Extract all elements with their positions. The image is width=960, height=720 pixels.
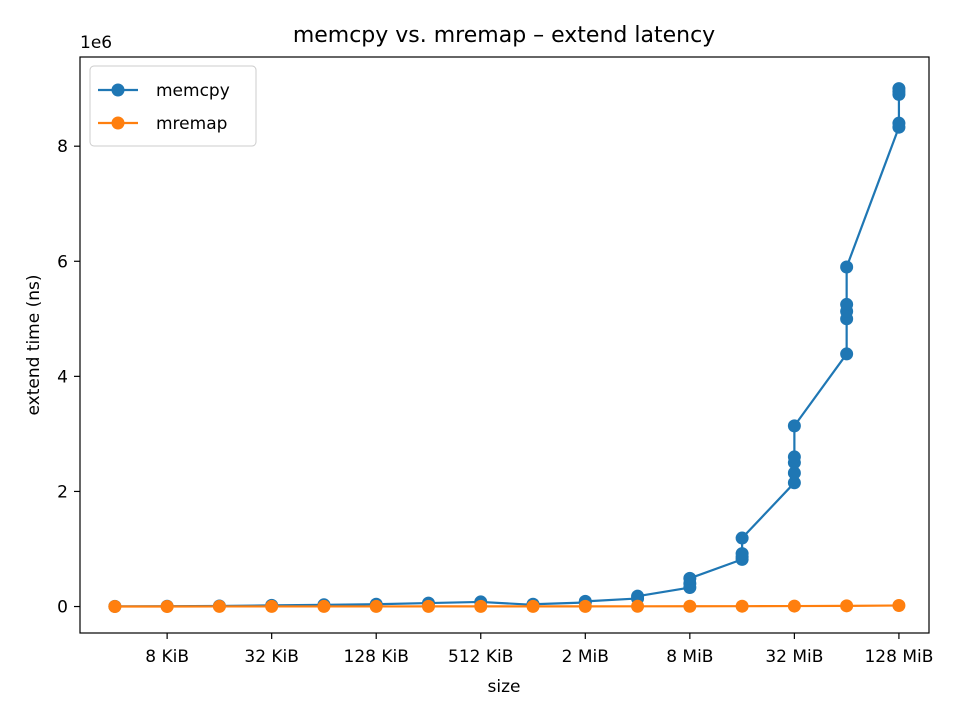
data-point-memcpy (892, 116, 906, 130)
x-tick-label: 8 KiB (145, 647, 189, 667)
y-tick-label: 0 (57, 598, 68, 618)
data-point-memcpy (787, 466, 801, 480)
x-axis: 8 KiB 32 KiB 128 KiB 512 KiB 2 MiB 8 MiB 32 Mi… (145, 633, 933, 667)
data-point-mremap (160, 599, 174, 613)
data-point-mremap (840, 599, 854, 613)
data-point-mremap (108, 599, 122, 613)
legend-label-memcpy: memcpy (156, 81, 230, 101)
data-point-mremap (421, 599, 435, 613)
data-point-mremap (526, 599, 540, 613)
data-point-mremap (631, 599, 645, 613)
data-point-mremap (369, 599, 383, 613)
data-point-mremap (683, 599, 697, 613)
x-tick-label: 8 MiB (666, 647, 713, 667)
chart-title: memcpy vs. mremap – extend latency (293, 23, 715, 48)
y-axis-label: extend time (ns) (24, 274, 44, 415)
legend-marker-memcpy (111, 83, 125, 97)
x-axis-label: size (488, 677, 521, 697)
legend: memcpy mremap (89, 65, 257, 147)
legend-label-mremap: mremap (156, 114, 227, 134)
legend-marker-mremap (111, 116, 125, 130)
y-tick-label: 4 (57, 367, 68, 387)
legend-box (89, 65, 257, 147)
x-tick-label: 128 MiB (864, 647, 933, 667)
data-point-memcpy (840, 297, 854, 311)
series-line-mremap (114, 604, 899, 608)
data-point-memcpy (787, 419, 801, 433)
data-point-mremap (212, 599, 226, 613)
y-axis: 0 2 4 6 8 (57, 137, 80, 618)
data-point-memcpy (892, 82, 906, 96)
data-point-mremap (787, 599, 801, 613)
x-tick-label: 2 MiB (562, 647, 609, 667)
data-point-memcpy (840, 347, 854, 361)
x-tick-label: 512 KiB (448, 647, 513, 667)
data-point-memcpy (683, 571, 697, 585)
data-point-memcpy (735, 547, 749, 561)
x-tick-label: 32 MiB (765, 647, 823, 667)
data-point-memcpy (735, 531, 749, 545)
y-tick-label: 8 (57, 137, 68, 157)
data-point-mremap (892, 598, 906, 612)
data-point-mremap (474, 599, 488, 613)
plot-frame (79, 56, 930, 634)
y-tick-label: 6 (57, 252, 68, 272)
x-tick-label: 128 KiB (344, 647, 409, 667)
data-point-memcpy (840, 260, 854, 274)
y-tick-label: 2 (57, 482, 68, 502)
data-point-memcpy (787, 476, 801, 490)
plot-area (108, 82, 906, 613)
x-tick-label: 32 KiB (244, 647, 299, 667)
data-point-mremap (317, 599, 331, 613)
data-point-memcpy (787, 450, 801, 464)
data-point-mremap (265, 599, 279, 613)
data-point-memcpy (631, 589, 645, 603)
y-offset-label: 1e6 (80, 33, 112, 53)
data-point-mremap (735, 599, 749, 613)
data-point-mremap (578, 599, 592, 613)
